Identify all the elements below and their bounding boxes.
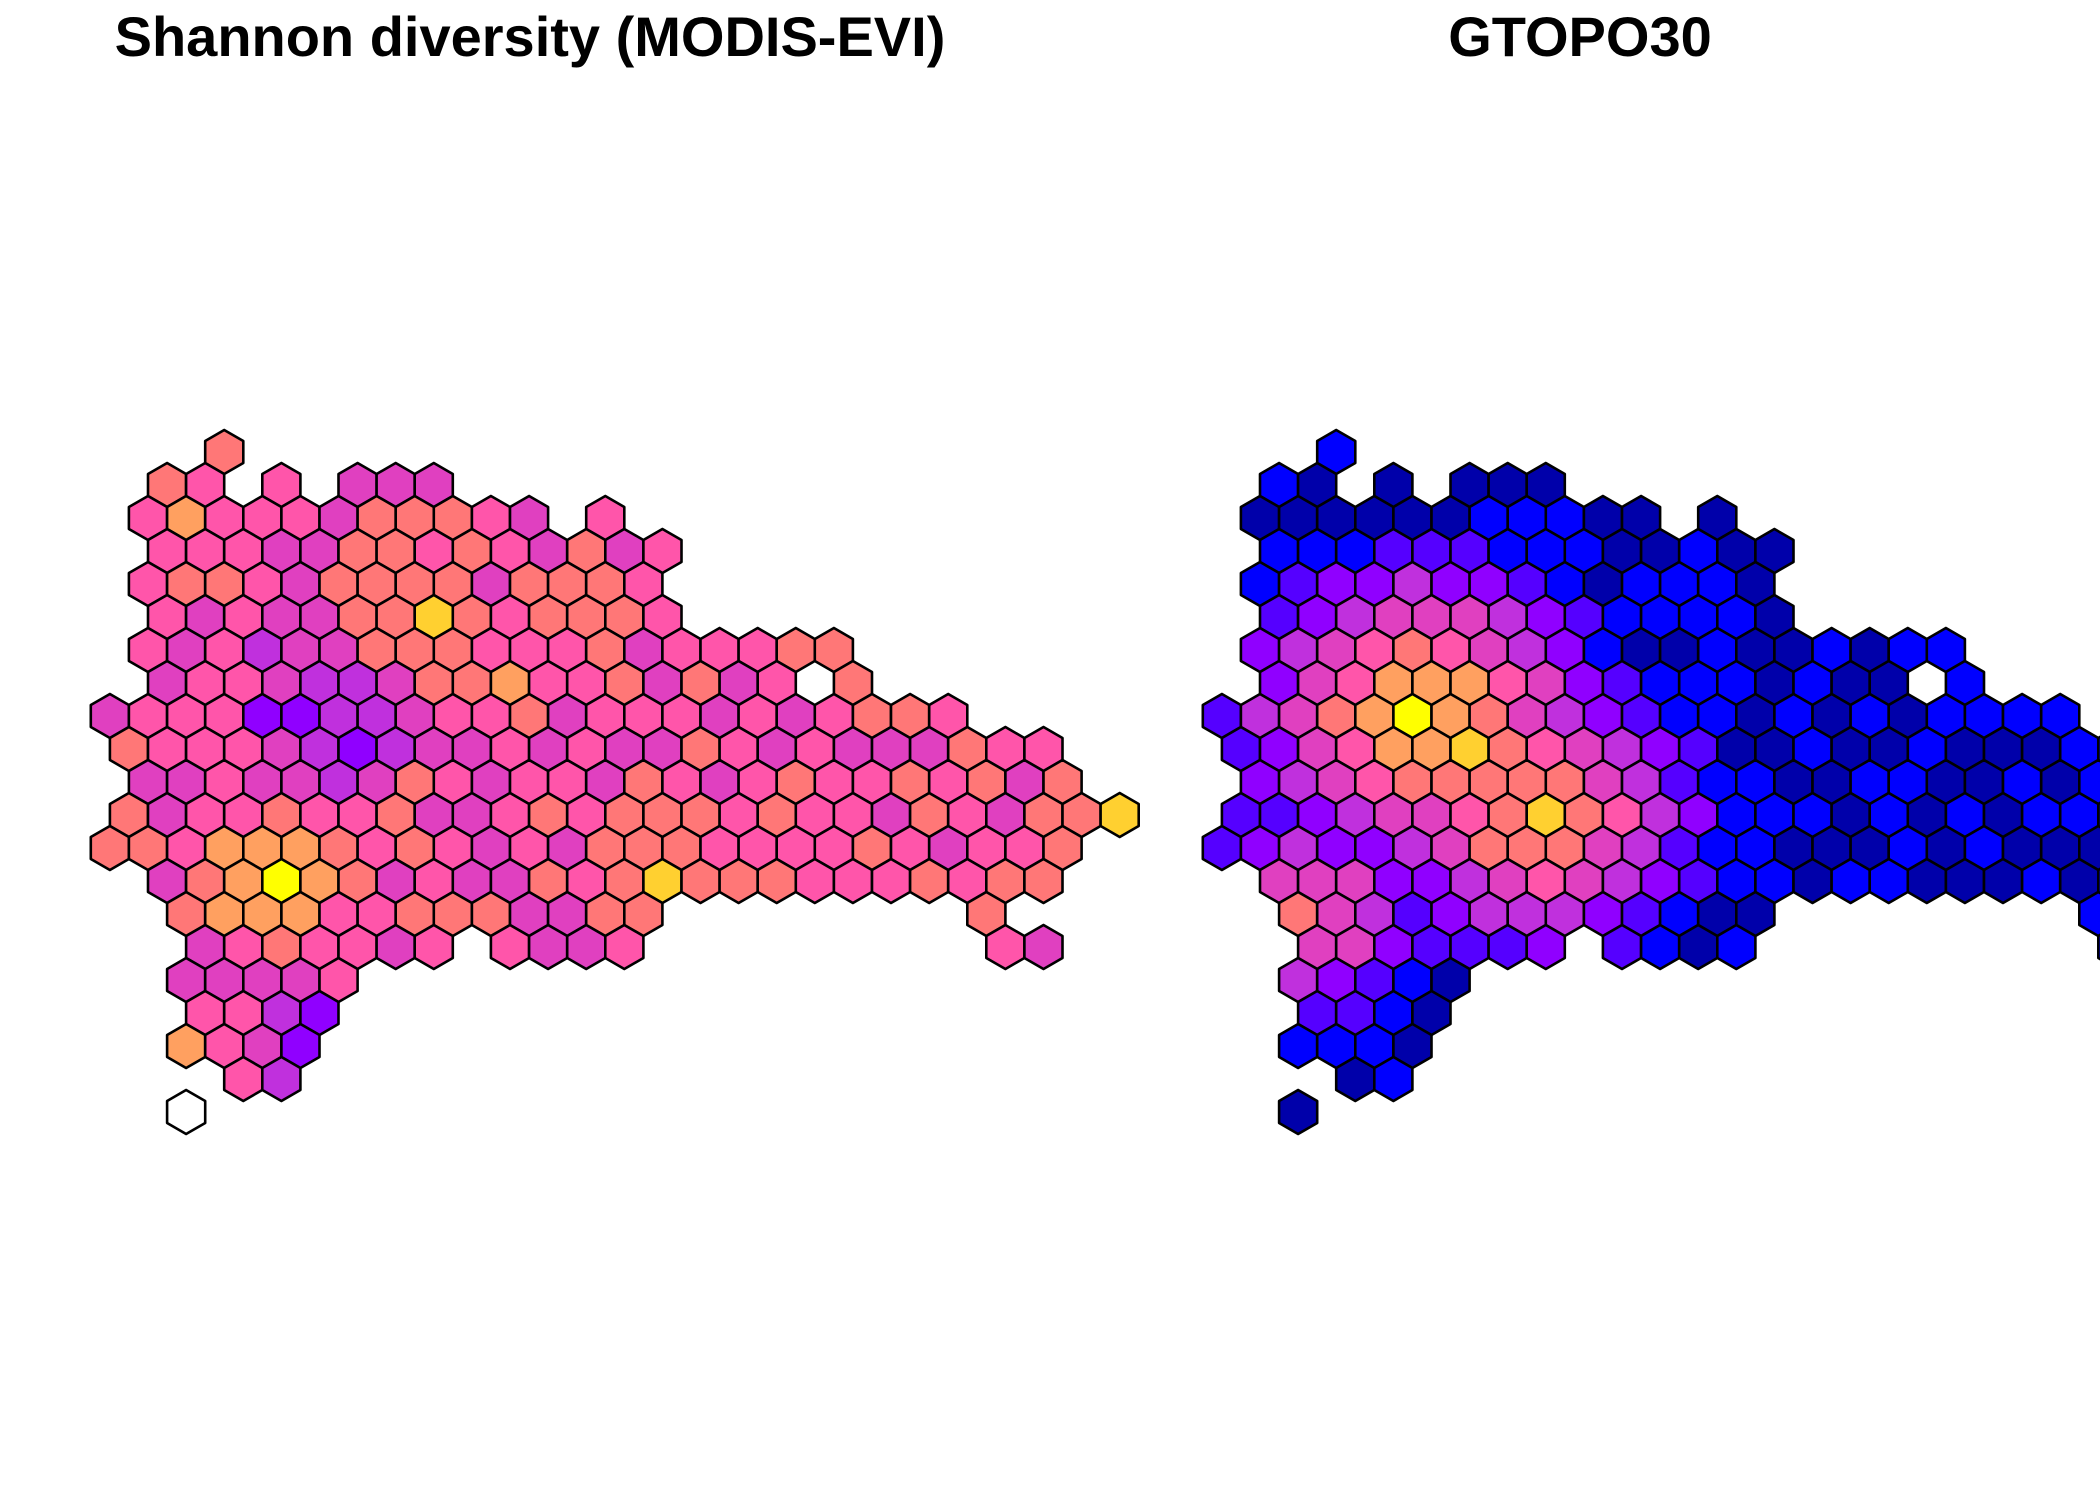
hex-cell-modis	[680, 857, 721, 905]
hex-cell-modis	[489, 923, 531, 971]
hex-cell-gtopo	[1792, 857, 1833, 905]
hex-cell-modis	[527, 923, 569, 971]
hex-cell-gtopo	[1373, 1055, 1414, 1103]
hex-cell-modis	[1023, 923, 1064, 971]
hex-cell-gtopo	[1487, 923, 1528, 971]
hex-cell-modis	[222, 1055, 264, 1103]
hex-cell-modis	[89, 824, 131, 872]
hex-cell-modis	[756, 857, 798, 905]
hex-cell-gtopo	[1906, 857, 1948, 905]
hex-cell-modis	[1099, 791, 1140, 839]
hexgrid-map-modis	[89, 428, 1140, 1136]
panel-title-gtopo: GTOPO30	[1448, 5, 1712, 68]
hex-cell-gtopo	[1334, 1055, 1376, 1103]
hex-cell-gtopo	[1868, 857, 1910, 905]
hex-cell-gtopo	[1830, 857, 1871, 905]
hex-cell-gtopo	[1201, 824, 1243, 872]
hexgrid-map-gtopo	[1201, 428, 2100, 1136]
hex-cell-modis	[832, 857, 874, 905]
hex-cell-modis	[260, 1055, 302, 1103]
hex-cell-modis	[794, 857, 836, 905]
hex-cell-modis	[413, 923, 455, 971]
hex-cell-modis	[718, 857, 760, 905]
hex-cell-gtopo	[1639, 923, 1681, 971]
hex-cell-gtopo	[1525, 923, 1567, 971]
hex-cell-modis	[375, 923, 417, 971]
hex-cell-modis	[984, 923, 1026, 971]
hex-cell-modis	[165, 1088, 207, 1136]
hex-cell-modis	[1023, 857, 1064, 905]
hex-cell-gtopo	[1277, 1088, 1319, 1136]
hex-cell-modis	[870, 857, 912, 905]
hex-cell-gtopo	[1944, 857, 1986, 905]
hex-cell-gtopo	[1982, 857, 2024, 905]
hex-cell-gtopo	[2020, 857, 2062, 905]
hex-cell-gtopo	[1601, 923, 1643, 971]
hex-cell-modis	[565, 923, 607, 971]
hex-cell-modis	[603, 923, 645, 971]
hex-cell-gtopo	[1716, 923, 1757, 971]
hex-cell-modis	[908, 857, 950, 905]
hex-cell-modis	[165, 1022, 207, 1070]
panel-title-modis: Shannon diversity (MODIS-EVI)	[114, 5, 946, 68]
hex-cell-gtopo	[1277, 1022, 1319, 1070]
hex-cell-gtopo	[1677, 923, 1719, 971]
